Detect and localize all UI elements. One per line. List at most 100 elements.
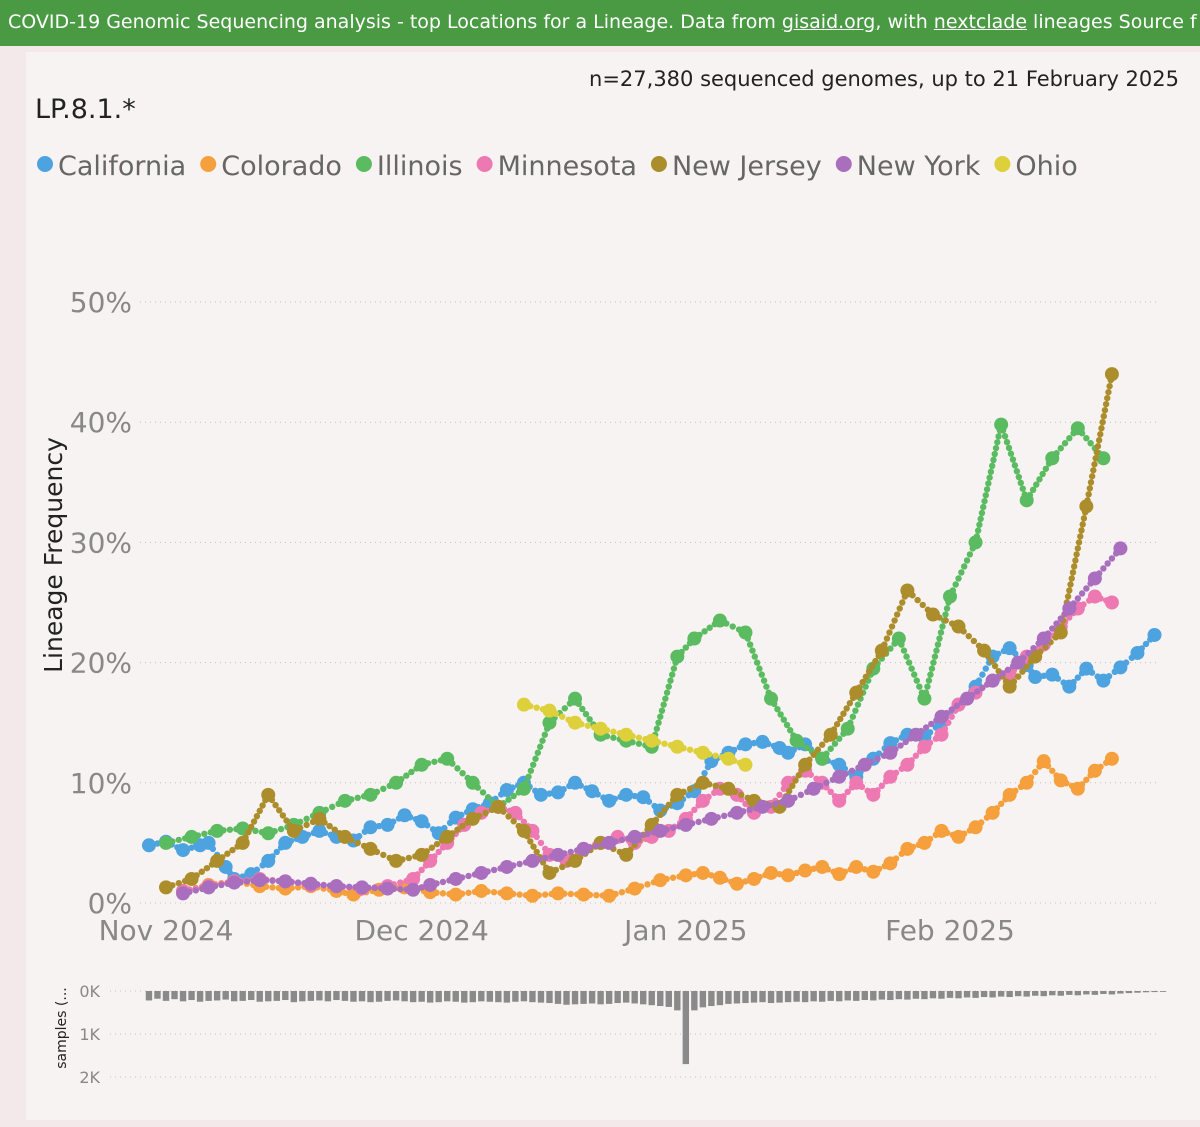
line-dot bbox=[1083, 435, 1090, 442]
data-point bbox=[465, 811, 480, 826]
samples-bar bbox=[674, 991, 681, 1011]
line-dot bbox=[252, 827, 259, 835]
line-dot bbox=[248, 823, 255, 831]
line-dot bbox=[354, 839, 361, 847]
nextclade-link[interactable]: nextclade bbox=[933, 11, 1028, 33]
samples-tick-label: 2K bbox=[79, 1068, 100, 1087]
line-dot bbox=[405, 854, 413, 862]
line-dot bbox=[610, 734, 617, 741]
data-point bbox=[712, 870, 727, 885]
line-dot bbox=[746, 806, 753, 814]
data-point bbox=[695, 775, 710, 790]
line-dot bbox=[862, 683, 869, 690]
data-point bbox=[670, 739, 685, 754]
line-dot bbox=[854, 701, 862, 708]
data-point bbox=[798, 757, 813, 772]
data-point bbox=[1087, 589, 1102, 604]
data-point bbox=[721, 781, 736, 796]
line-dot bbox=[593, 842, 600, 850]
legend-item-new-york: New York bbox=[835, 151, 981, 182]
samples-bar bbox=[452, 991, 459, 1002]
line-dot bbox=[1025, 649, 1032, 657]
data-point bbox=[832, 867, 847, 882]
line-dot bbox=[527, 838, 534, 845]
data-point bbox=[815, 859, 830, 874]
line-dot bbox=[772, 800, 779, 808]
samples-bar bbox=[1142, 991, 1150, 993]
line-dot bbox=[980, 503, 987, 511]
data-point bbox=[210, 823, 225, 838]
line-dot bbox=[774, 705, 781, 713]
gisaid-link[interactable]: gisaid.org bbox=[781, 11, 876, 33]
samples-bar bbox=[588, 991, 596, 1004]
line-dot bbox=[862, 673, 870, 681]
data-point bbox=[1087, 763, 1102, 778]
line-dot bbox=[533, 704, 540, 711]
line-dot bbox=[976, 521, 983, 528]
data-point bbox=[1104, 595, 1119, 610]
samples-bar bbox=[1100, 991, 1107, 995]
data-point bbox=[201, 835, 216, 850]
samples-bar bbox=[818, 991, 826, 1002]
samples-bar bbox=[887, 991, 894, 1001]
line-dot bbox=[878, 782, 886, 790]
data-point bbox=[576, 887, 591, 902]
line-dot bbox=[1061, 440, 1069, 447]
samples-bar bbox=[980, 991, 988, 998]
samples-bar bbox=[946, 991, 954, 998]
samples-tick-label: 1K bbox=[79, 1025, 100, 1044]
line-dot bbox=[1078, 590, 1086, 597]
line-dot bbox=[303, 815, 310, 823]
data-point bbox=[764, 865, 779, 880]
line-dot bbox=[897, 742, 904, 749]
data-point bbox=[159, 835, 173, 850]
header-prefix: COVID-19 Genomic Sequencing analysis - t… bbox=[8, 11, 782, 33]
legend-item-ohio: Ohio bbox=[994, 151, 1078, 182]
line-dot bbox=[966, 551, 974, 558]
line-dot bbox=[919, 601, 926, 609]
samples-bar bbox=[248, 991, 255, 1001]
line-dot bbox=[738, 791, 745, 799]
line-dot bbox=[1019, 668, 1026, 675]
line-dot bbox=[1009, 456, 1017, 463]
data-point bbox=[619, 847, 634, 862]
data-point bbox=[832, 793, 847, 808]
line-dot bbox=[927, 671, 934, 678]
line-dot bbox=[1108, 555, 1116, 562]
data-point bbox=[653, 873, 668, 888]
samples-bar bbox=[571, 991, 579, 1005]
line-dot bbox=[1106, 382, 1113, 390]
line-dot bbox=[985, 480, 992, 487]
line-dot bbox=[1007, 450, 1015, 457]
samples-bar bbox=[563, 991, 570, 1005]
line-dot bbox=[943, 605, 951, 612]
line-dot bbox=[663, 689, 671, 696]
data-point bbox=[670, 787, 685, 802]
data-point bbox=[917, 739, 932, 754]
line-dot bbox=[610, 728, 617, 735]
line-dot bbox=[276, 807, 283, 814]
data-point bbox=[925, 607, 940, 622]
data-point bbox=[406, 882, 421, 897]
data-point bbox=[1028, 670, 1043, 685]
line-dot bbox=[1015, 473, 1023, 481]
line-dot bbox=[428, 844, 436, 851]
line-dot bbox=[559, 863, 566, 871]
line-dot bbox=[1017, 479, 1024, 487]
samples-bar bbox=[554, 991, 562, 1004]
data-point bbox=[380, 881, 395, 896]
line-dot bbox=[961, 563, 968, 570]
line-dot bbox=[1088, 473, 1096, 480]
data-point bbox=[585, 784, 600, 799]
line-dot bbox=[977, 515, 984, 523]
line-dot bbox=[953, 702, 961, 710]
line-dot bbox=[833, 721, 841, 728]
samples-bar bbox=[154, 991, 161, 999]
data-point bbox=[1147, 627, 1162, 642]
line-dot bbox=[465, 889, 472, 896]
line-dot bbox=[541, 731, 549, 738]
samples-bar bbox=[1032, 991, 1039, 996]
data-point bbox=[968, 820, 983, 835]
samples-bar bbox=[426, 991, 434, 1003]
line-dot bbox=[226, 826, 234, 833]
